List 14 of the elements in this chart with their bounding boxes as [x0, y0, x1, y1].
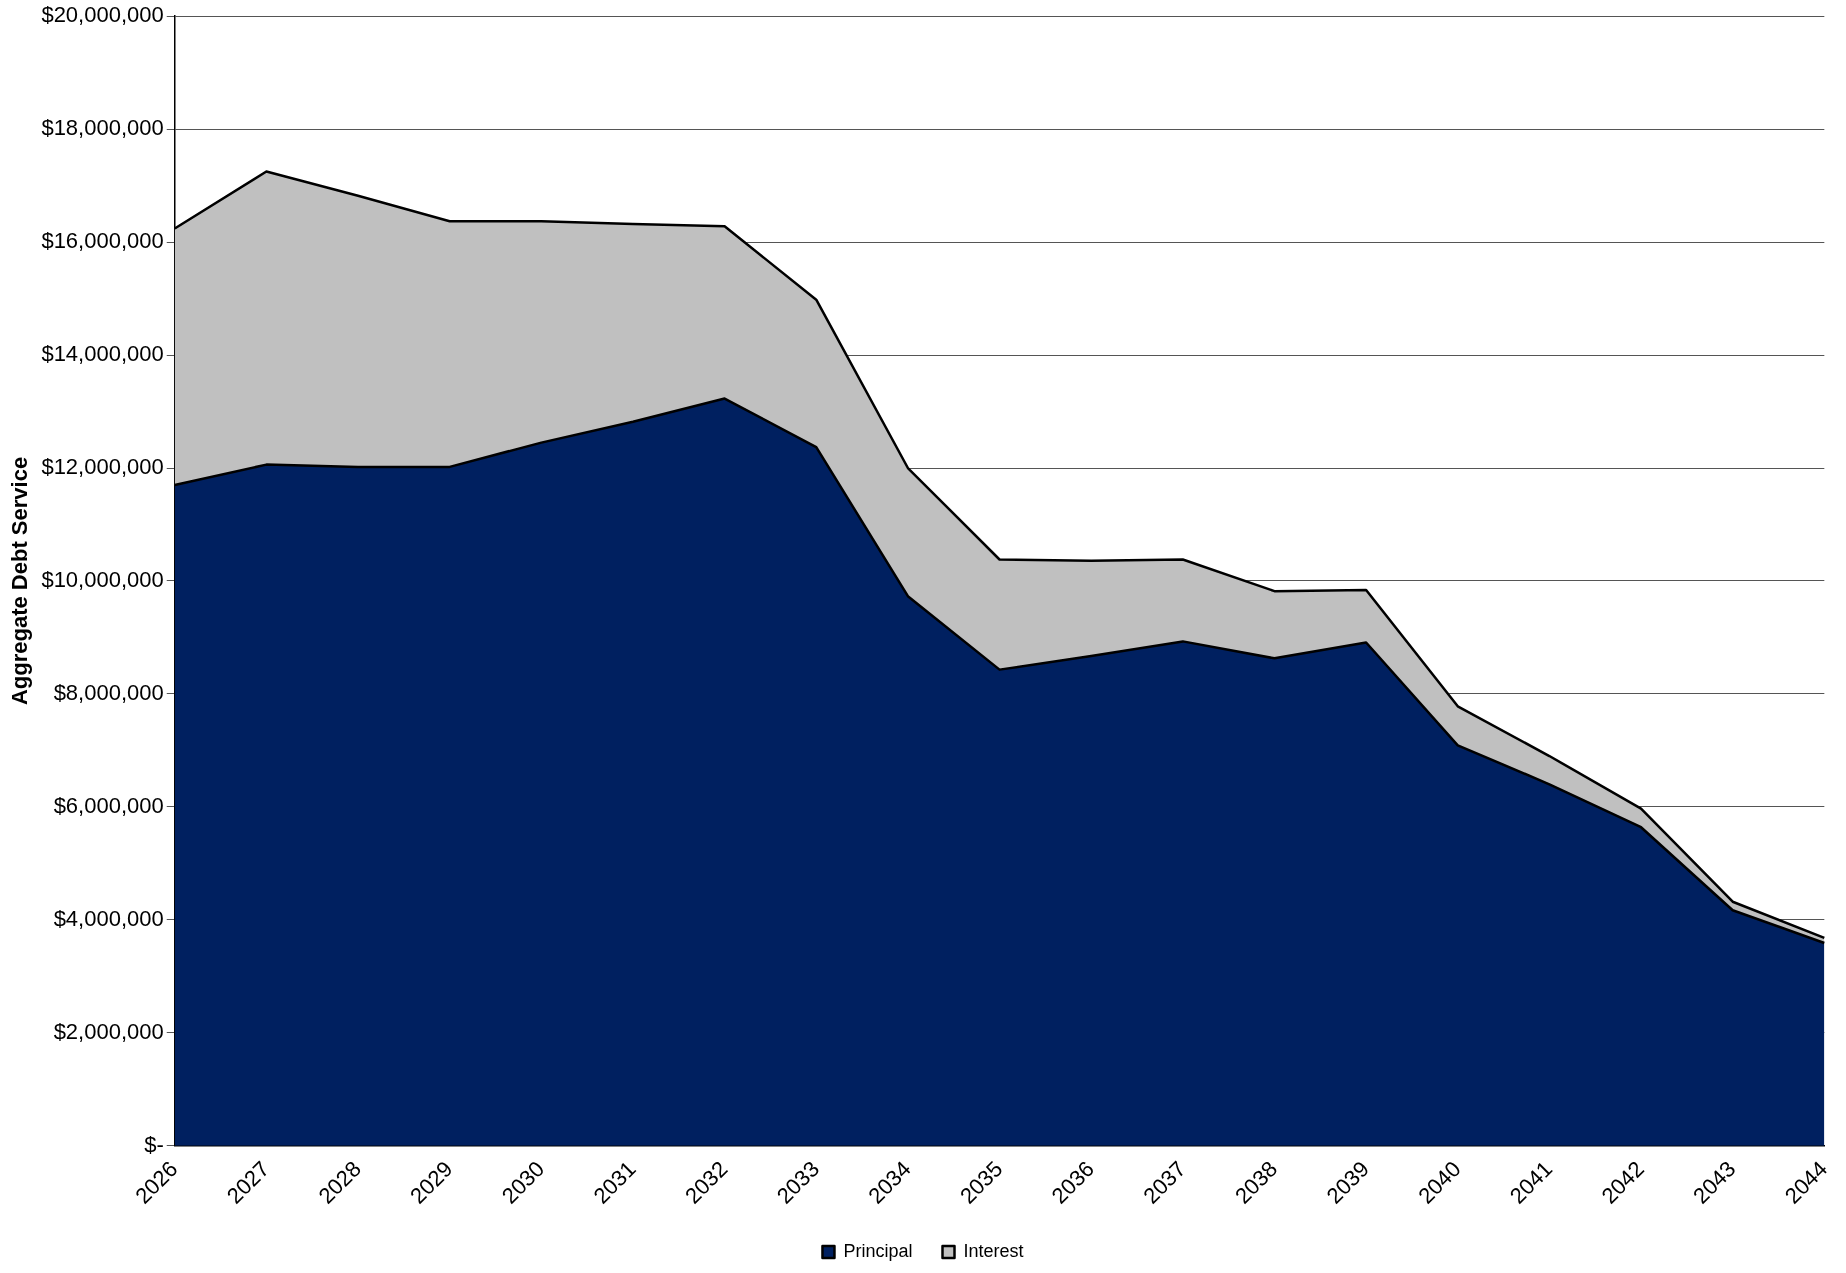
y-tick-label: $2,000,000	[53, 1018, 164, 1044]
legend-label: Principal	[843, 1240, 913, 1261]
legend-label: Interest	[963, 1240, 1024, 1261]
y-tick-label: $-	[144, 1131, 164, 1157]
y-tick-label: $16,000,000	[41, 228, 164, 254]
y-tick-label: $4,000,000	[53, 905, 164, 931]
y-tick-label: $8,000,000	[53, 679, 164, 705]
y-tick-label: $12,000,000	[41, 454, 164, 480]
y-tick-label: $18,000,000	[41, 115, 164, 141]
y-tick-label: $10,000,000	[41, 567, 164, 593]
y-tick-label: $20,000,000	[41, 2, 164, 28]
y-tick-label: $14,000,000	[41, 341, 164, 367]
y-tick-label: $6,000,000	[53, 792, 164, 818]
y-axis-title: Aggregate Debt Service	[7, 456, 33, 706]
